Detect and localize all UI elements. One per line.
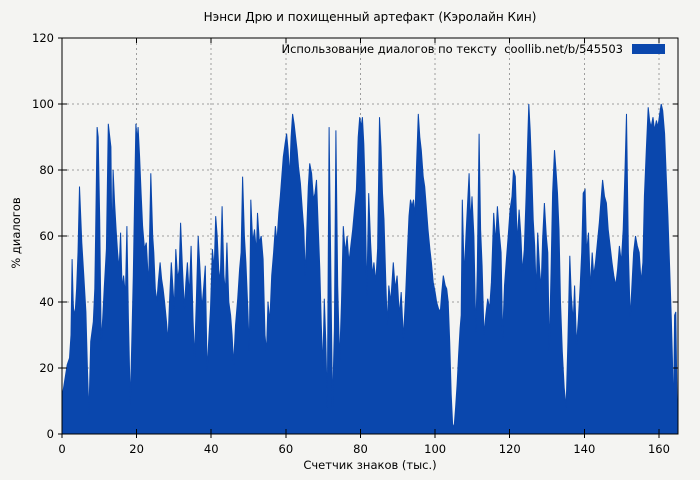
- x-axis-title: Счетчик знаков (тыс.): [303, 458, 437, 472]
- y-tick-label: 100: [32, 97, 54, 111]
- dialog-usage-area: [61, 103, 679, 435]
- x-tick-label: 120: [499, 442, 521, 456]
- y-tick-label: 20: [39, 361, 54, 375]
- y-tick-label: 60: [39, 229, 54, 243]
- legend-swatch: [632, 44, 665, 54]
- y-tick-label: 80: [39, 163, 54, 177]
- y-tick-label: 120: [32, 31, 54, 45]
- legend: Использование диалогов по тексту coollib…: [40, 42, 665, 56]
- x-tick-label: 40: [204, 442, 219, 456]
- x-tick-label: 20: [129, 442, 144, 456]
- x-tick-label: 160: [648, 442, 670, 456]
- x-tick-label: 0: [58, 442, 65, 456]
- y-axis-title: % диалогов: [9, 197, 23, 269]
- x-tick-label: 100: [424, 442, 446, 456]
- x-tick-label: 60: [279, 442, 294, 456]
- y-tick-label: 0: [47, 427, 54, 441]
- y-tick-label: 40: [39, 295, 54, 309]
- chart-title: Нэнси Дрю и похищенный артефакт (Кэролай…: [203, 10, 537, 24]
- legend-label: Использование диалогов по тексту coollib…: [281, 42, 623, 56]
- x-tick-label: 80: [353, 442, 368, 456]
- x-tick-label: 140: [573, 442, 595, 456]
